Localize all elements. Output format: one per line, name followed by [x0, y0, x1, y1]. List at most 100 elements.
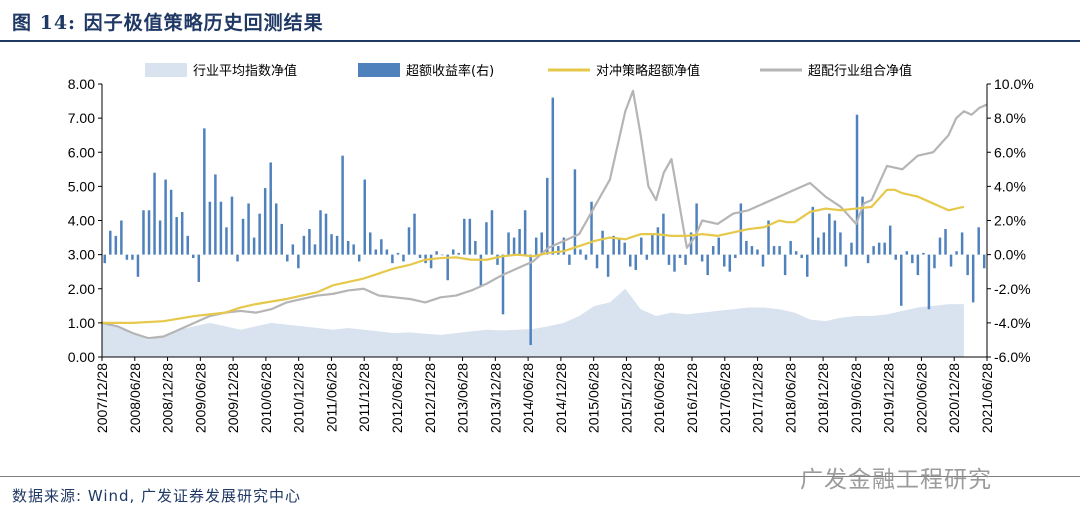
y-left-tick-label: 3.00 — [68, 247, 95, 263]
excess-return-bar — [794, 251, 798, 255]
excess-return-bar — [811, 206, 815, 255]
excess-return-bar — [297, 254, 300, 269]
excess-return-bar — [861, 196, 864, 255]
x-tick-label: 2014/12/28 — [553, 363, 569, 433]
excess-return-bar — [717, 237, 720, 255]
excess-return-bar — [203, 128, 206, 255]
excess-return-bar — [219, 201, 223, 255]
excess-return-bar — [131, 254, 134, 260]
excess-return-bar — [341, 155, 344, 255]
title-divider — [0, 40, 1080, 42]
y-right-tick-label: 4.0% — [994, 178, 1026, 194]
excess-return-bar — [512, 237, 516, 255]
excess-return-bar — [839, 232, 842, 255]
excess-return-bar — [949, 254, 953, 267]
excess-return-bar — [767, 220, 770, 255]
excess-return-bar — [905, 251, 909, 255]
excess-return-bar — [922, 252, 925, 255]
excess-return-bar — [894, 254, 897, 260]
excess-return-bar — [523, 210, 527, 255]
excess-return-bar — [695, 203, 698, 255]
excess-return-bar — [374, 249, 378, 255]
excess-return-bar — [700, 254, 704, 262]
excess-return-bar — [258, 213, 261, 255]
excess-return-bar — [557, 246, 560, 255]
excess-return-bar — [208, 201, 212, 255]
excess-return-bar — [313, 244, 317, 255]
excess-return-bar — [667, 254, 671, 265]
excess-return-bar — [640, 237, 643, 255]
excess-return-bar — [286, 254, 289, 262]
series-line-overweight-portfolio — [101, 89, 988, 340]
excess-return-bar — [142, 210, 145, 255]
excess-return-bar — [944, 229, 947, 255]
excess-return-bar — [413, 213, 416, 255]
excess-return-bar — [651, 234, 654, 255]
x-tick-label: 2020/12/28 — [946, 363, 962, 433]
excess-return-bar — [363, 179, 366, 255]
excess-return-bar — [192, 254, 195, 259]
excess-return-bar — [927, 254, 931, 310]
x-tick-label: 2016/06/28 — [651, 363, 667, 433]
excess-return-bar — [501, 254, 505, 315]
excess-return-bar — [617, 239, 621, 255]
excess-return-bar — [396, 252, 400, 255]
excess-return-bar — [772, 246, 776, 255]
footer-divider — [0, 476, 1080, 477]
y-left-tick-label: 1.00 — [68, 315, 95, 331]
excess-return-bar — [485, 222, 488, 255]
chart-axes: 0.00 1.00 2.00 3.00 4.00 5.00 6.00 7.00 8.00 -6.0… — [68, 76, 1034, 433]
backtest-chart: 行业平均指数净值 超额收益率(右) 对冲策略超额净值 超配行业组合净值 0.00 1.0… — [68, 63, 1034, 433]
excess-return-bar — [844, 254, 848, 267]
y-right-tick-label: -4.0% — [994, 315, 1031, 331]
excess-return-bar — [828, 213, 831, 255]
excess-return-bar — [230, 196, 234, 255]
excess-return-bar — [883, 242, 886, 255]
excess-return-bar — [877, 242, 881, 255]
excess-return-bar — [750, 246, 754, 255]
excess-return-bar — [352, 244, 355, 255]
excess-return-bar — [175, 217, 178, 255]
excess-return-bar — [120, 220, 123, 255]
excess-return-bar — [236, 254, 239, 262]
legend-swatch-area — [145, 63, 187, 77]
x-tick-label: 2009/12/28 — [225, 363, 241, 433]
excess-return-bar — [900, 254, 903, 306]
excess-return-bar — [534, 237, 538, 255]
excess-return-bar — [778, 246, 781, 255]
x-tick-label: 2011/06/28 — [323, 363, 339, 432]
excess-return-bar — [634, 254, 638, 270]
excess-return-bar — [562, 237, 566, 255]
excess-return-bar — [291, 244, 295, 255]
excess-return-bar — [529, 254, 532, 346]
excess-return-bar — [579, 249, 582, 255]
excess-return-bar — [872, 246, 875, 255]
excess-return-bar — [756, 249, 759, 255]
excess-return-bar — [180, 211, 184, 255]
y-left-tick-label: 2.00 — [68, 281, 95, 297]
excess-return-bar — [103, 254, 107, 264]
excess-return-bar — [678, 254, 682, 259]
x-tick-label: 2019/06/28 — [848, 363, 864, 433]
y-left-tick-label: 0.00 — [68, 349, 95, 365]
excess-return-bar — [357, 254, 361, 262]
excess-return-bar — [435, 251, 438, 255]
legend-swatch-bar — [358, 63, 400, 77]
excess-return-bar — [324, 213, 328, 255]
excess-return-bar — [429, 254, 433, 269]
excess-return-bar — [457, 252, 461, 255]
excess-return-bar — [911, 254, 914, 264]
x-tick-label: 2015/06/28 — [586, 363, 602, 433]
excess-return-bar — [734, 254, 737, 259]
excess-return-bar — [623, 242, 626, 255]
excess-return-bar — [247, 203, 250, 255]
excess-return-bar — [723, 254, 726, 267]
excess-return-bar — [451, 249, 455, 255]
plot-area — [101, 89, 988, 357]
y-right-tick-label: 2.0% — [994, 213, 1026, 229]
excess-return-bar — [369, 232, 372, 255]
excess-return-bar — [933, 254, 936, 269]
x-tick-label: 2017/06/28 — [717, 363, 733, 433]
excess-return-bar — [463, 218, 466, 255]
excess-return-bar — [446, 254, 449, 281]
